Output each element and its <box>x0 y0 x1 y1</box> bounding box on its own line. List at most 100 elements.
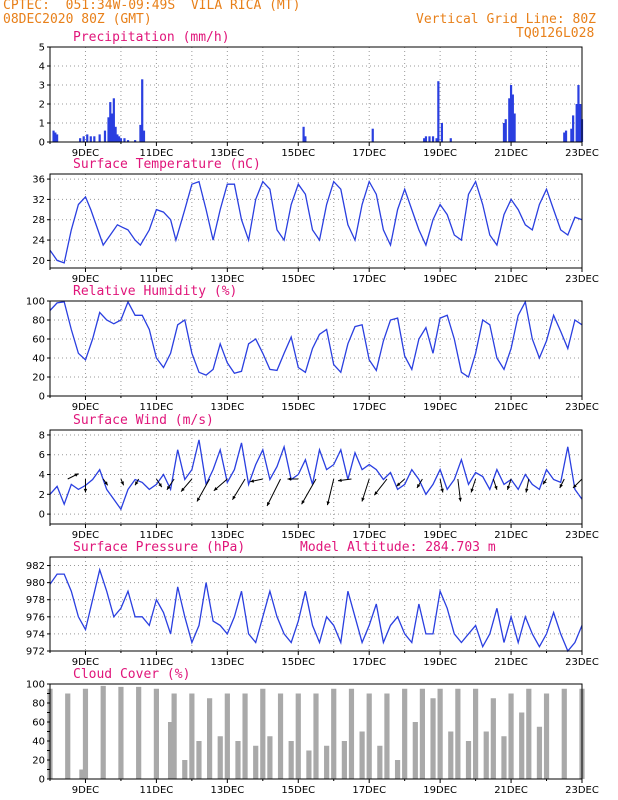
chart-frame <box>49 300 583 397</box>
bar <box>440 123 444 142</box>
x-tick-label: 15DEC <box>281 148 315 159</box>
x-tick-label: 19DEC <box>423 657 457 668</box>
bar <box>295 693 301 779</box>
bar <box>112 98 115 142</box>
bar <box>54 132 57 142</box>
bar <box>79 138 82 142</box>
bar <box>437 688 443 779</box>
y-tick-label: 8 <box>39 430 45 441</box>
y-tick-label: 36 <box>32 175 45 186</box>
wind-arrow-head <box>494 485 498 490</box>
wind-arrow-head <box>506 485 511 490</box>
wind-arrow-head <box>559 484 563 488</box>
x-tick-label: 23DEC <box>565 657 599 668</box>
bar <box>288 741 294 779</box>
wind-arrow-head <box>396 482 401 487</box>
x-tick-label: 13DEC <box>210 148 244 159</box>
bar <box>437 81 440 142</box>
y-tick-label: 3 <box>39 81 45 92</box>
bar <box>142 130 146 142</box>
wind-arrow-head <box>166 485 171 490</box>
bar <box>371 128 374 142</box>
wind-arrow-head <box>417 484 421 488</box>
wind-arrow <box>196 478 211 502</box>
x-tick-label: 11DEC <box>140 657 174 668</box>
y-tick-label: 4 <box>39 62 45 73</box>
y-tick-label: 2 <box>39 100 45 111</box>
wind-arrow-head <box>542 480 547 485</box>
bar <box>483 731 489 779</box>
y-tick-label: 40 <box>32 354 45 365</box>
x-tick-label: 21DEC <box>494 785 528 796</box>
y-tick-label: 6 <box>39 450 45 461</box>
x-tick-label: 11DEC <box>140 785 174 796</box>
x-tick-label: 15DEC <box>281 274 315 285</box>
bar <box>110 113 114 142</box>
wind-arrow <box>232 478 246 500</box>
wind-arrow-head <box>374 491 378 496</box>
y-tick-label: 1 <box>39 119 45 130</box>
bar <box>419 688 425 779</box>
x-tick-label: 13DEC <box>210 274 244 285</box>
wind-arrow <box>361 478 370 502</box>
x-tick-label: 23DEC <box>565 530 599 541</box>
bar <box>504 119 507 142</box>
wind-arrow-head <box>458 497 462 502</box>
wind-arrow-head <box>250 479 255 483</box>
x-tick-label: 19DEC <box>423 402 457 413</box>
bar <box>118 686 124 779</box>
bar <box>93 136 96 142</box>
bar <box>428 136 431 142</box>
bar <box>424 136 428 142</box>
wind-arrow-head <box>232 495 236 500</box>
y-tick-label: 60 <box>32 335 45 346</box>
bar <box>224 693 230 779</box>
bar <box>501 736 507 779</box>
x-tick-label: 9DEC <box>72 657 99 668</box>
wind-arrow-head <box>197 497 201 502</box>
wind-arrow-head <box>470 488 474 493</box>
chart-title: Relative Humidity (%) <box>73 284 237 299</box>
chart-panel-2: 0 20 40 60 80 100 9DEC 11DEC 13DEC 15DEC 17DEC 19DE… <box>26 284 599 413</box>
bar <box>341 741 347 779</box>
x-tick-label: 23DEC <box>565 274 599 285</box>
x-tick-label: 17DEC <box>352 274 386 285</box>
y-tick-label: 40 <box>32 737 45 748</box>
wind-arrow <box>266 478 281 507</box>
x-tick-label: 9DEC <box>72 148 99 159</box>
bar <box>564 130 568 142</box>
y-tick-label: 100 <box>26 680 45 691</box>
bar <box>114 126 117 142</box>
wind-arrow-head <box>440 488 444 493</box>
wind-arrow-head <box>120 481 124 486</box>
bar <box>402 688 408 779</box>
x-tick-label: 21DEC <box>494 148 528 159</box>
bar <box>235 741 241 779</box>
bar <box>502 123 506 142</box>
model-altitude-label: Model Altitude: 284.703 m <box>300 540 496 555</box>
bar <box>98 134 101 142</box>
bar <box>253 745 259 779</box>
x-tick-label: 21DEC <box>494 657 528 668</box>
bar <box>513 113 516 142</box>
chart-frame <box>49 429 583 525</box>
bar <box>526 688 532 779</box>
bar <box>563 132 566 142</box>
chart-frame <box>49 556 583 652</box>
bar <box>511 94 514 142</box>
x-tick-label: 15DEC <box>281 657 315 668</box>
wind-arrow-head <box>181 487 185 492</box>
bar <box>577 85 580 142</box>
y-tick-label: 978 <box>26 595 45 606</box>
x-tick-label: 21DEC <box>494 402 528 413</box>
bar <box>579 104 582 142</box>
bar <box>52 130 55 142</box>
y-tick-label: 0 <box>39 392 45 403</box>
bar <box>465 741 472 779</box>
bar <box>384 693 390 779</box>
bar <box>543 693 550 779</box>
bar <box>449 138 452 142</box>
bar <box>82 688 89 779</box>
y-tick-label: 0 <box>39 775 45 786</box>
bar <box>89 136 92 142</box>
